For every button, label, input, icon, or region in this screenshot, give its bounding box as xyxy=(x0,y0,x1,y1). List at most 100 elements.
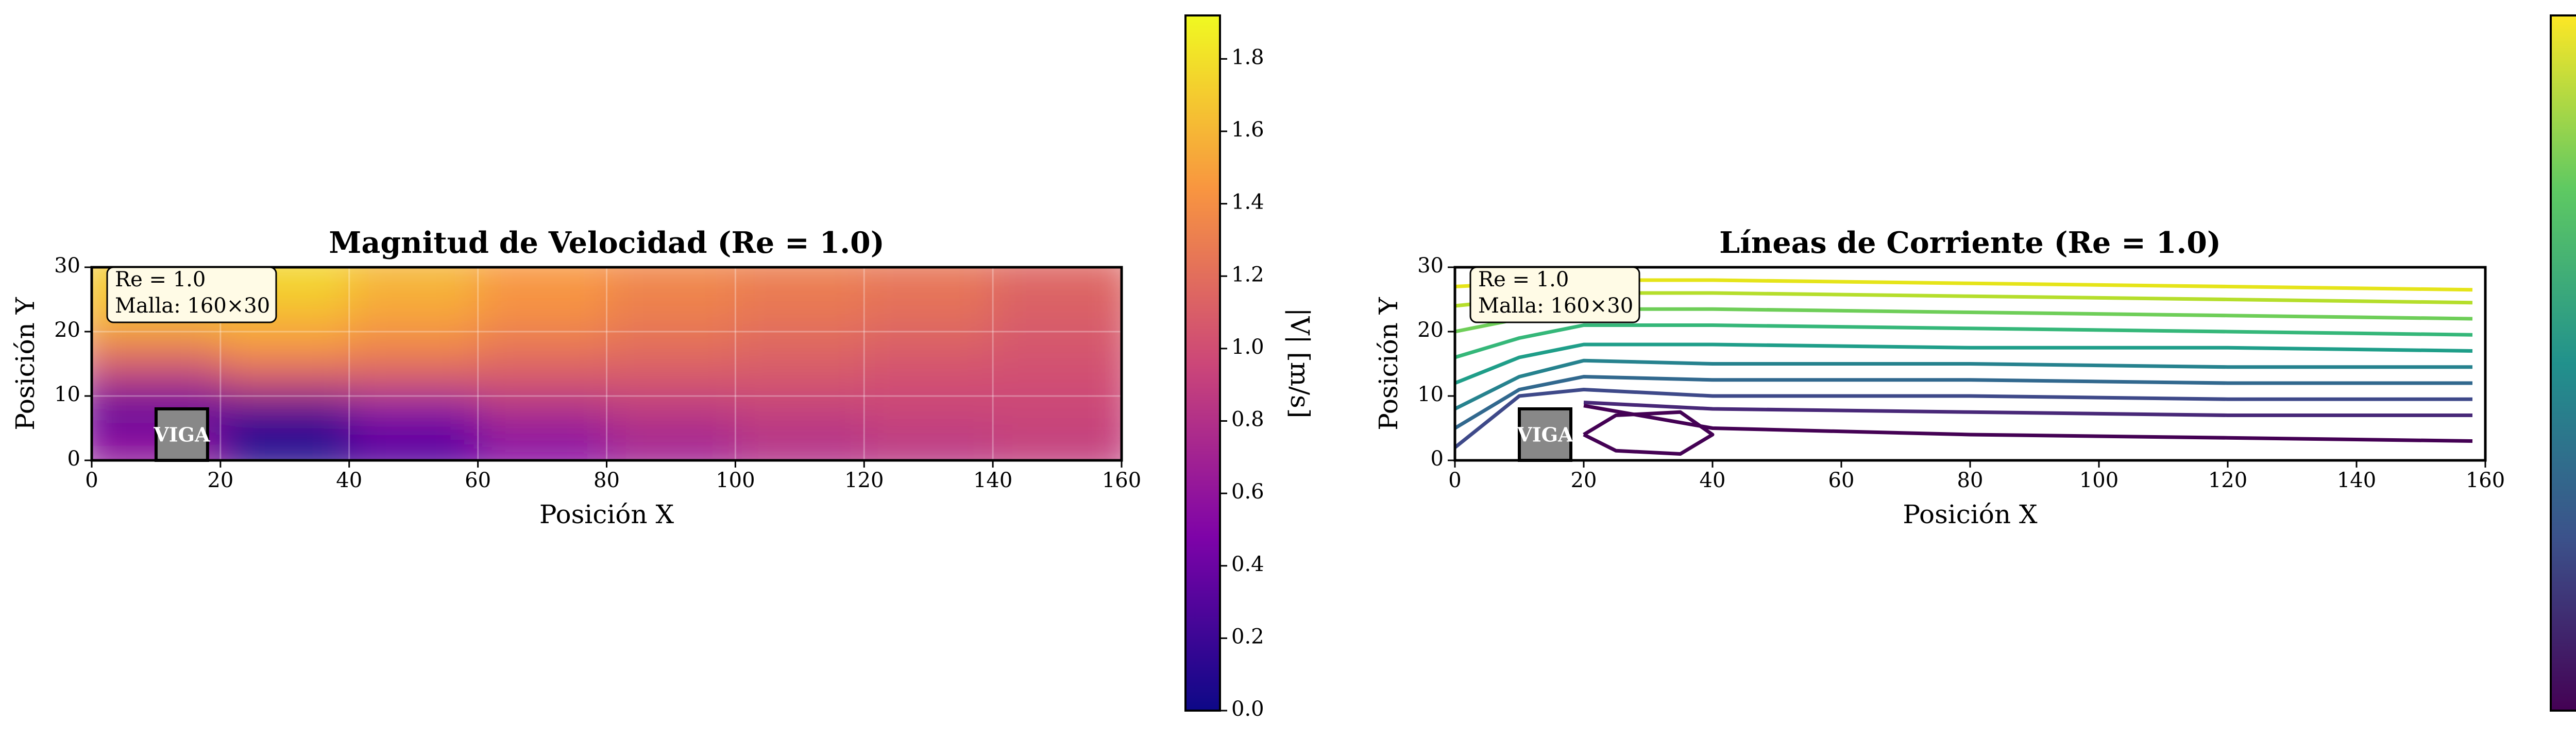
heatmap-cell xyxy=(478,267,607,300)
heatmap-cell xyxy=(606,267,736,300)
x-tick-label: 80 xyxy=(1957,469,1984,492)
heatmap-cell xyxy=(349,332,479,365)
heatmap-cell xyxy=(478,364,607,397)
streamline xyxy=(1454,342,2473,385)
x-tick-label: 100 xyxy=(2079,469,2119,492)
heatmap-cell xyxy=(993,428,1122,460)
x-tick-label: 20 xyxy=(1571,469,1597,492)
heatmap-cell xyxy=(349,364,479,397)
colorbar xyxy=(2550,14,2576,712)
heatmap-cell xyxy=(993,396,1122,429)
heatmap-cell xyxy=(606,396,736,429)
heatmap-cell xyxy=(993,364,1122,397)
streamline xyxy=(1583,401,2472,417)
x-tick-label: 0 xyxy=(1448,469,1461,492)
x-tick-label: 60 xyxy=(1828,469,1855,492)
heatmap-cell xyxy=(735,299,865,332)
heatmap-cell xyxy=(478,396,607,429)
y-tick-label: 20 xyxy=(54,318,80,342)
heatmap-cell xyxy=(349,428,479,460)
heatmap-cell xyxy=(864,332,994,365)
y-tick-label: 0 xyxy=(67,447,80,471)
heatmap-cell xyxy=(606,332,736,365)
heatmap-cell xyxy=(220,332,350,365)
x-tick-label: 20 xyxy=(207,469,233,492)
streamline xyxy=(1583,404,2473,443)
y-tick-label: 30 xyxy=(54,254,80,278)
heatmap-cell xyxy=(864,396,994,429)
annotation: Malla: 160×30 xyxy=(115,294,270,318)
x-tick-label: 120 xyxy=(2208,469,2247,492)
heatmap-cell xyxy=(92,364,221,397)
y-tick-label: 30 xyxy=(1417,254,1444,278)
colorbar xyxy=(1184,14,1221,712)
x-tick-label: 100 xyxy=(716,469,755,492)
y-tick-label: 20 xyxy=(1417,318,1444,342)
x-tick-label: 40 xyxy=(336,469,362,492)
heatmap-cell xyxy=(478,299,607,332)
streamline xyxy=(1454,323,2473,359)
y-axis-label: Posición Y xyxy=(10,297,40,430)
heatmap-cell xyxy=(606,299,736,332)
y-axis-label: Posición Y xyxy=(1374,297,1403,430)
colorbar-tick-label: 0.8 xyxy=(1231,408,1264,432)
heatmap-cell xyxy=(220,396,350,429)
heatmap-cell xyxy=(349,396,479,429)
heatmap-cell xyxy=(478,428,607,460)
heatmap-cell xyxy=(735,267,865,300)
streamline xyxy=(1453,388,2472,449)
chart-title: Magnitud de Velocidad (Re = 1.0) xyxy=(329,226,884,260)
heatmap-cell xyxy=(864,364,994,397)
heatmap-cell xyxy=(349,267,479,300)
x-tick-label: 160 xyxy=(1102,469,1141,492)
heatmap-cell xyxy=(220,428,350,460)
annotation: Malla: 160×30 xyxy=(1478,294,1633,318)
heatmap-cell xyxy=(993,267,1122,300)
x-tick-label: 120 xyxy=(844,469,884,492)
colorbar-tick-label: 1.2 xyxy=(1231,263,1264,286)
streamline xyxy=(1454,375,2472,430)
heatmap-cell xyxy=(349,299,479,332)
heatmap-cell xyxy=(220,364,350,397)
x-tick-label: 160 xyxy=(2466,469,2505,492)
annotation: Re = 1.0 xyxy=(115,268,206,291)
colorbar-tick-label: 0.0 xyxy=(1231,697,1264,721)
heatmap-cell xyxy=(735,428,865,460)
y-tick-label: 10 xyxy=(1417,383,1444,406)
heatmap-cell xyxy=(993,299,1122,332)
beam-label: VIGA xyxy=(1516,423,1573,446)
x-tick-label: 40 xyxy=(1700,469,1726,492)
y-tick-label: 0 xyxy=(1431,447,1444,471)
heatmap-cell xyxy=(606,428,736,460)
beam xyxy=(1518,407,1572,462)
colorbar-tick-label: 0.2 xyxy=(1231,625,1264,648)
colorbar-tick-label: 1.8 xyxy=(1231,45,1264,69)
x-tick-label: 140 xyxy=(973,469,1012,492)
x-tick-label: 80 xyxy=(594,469,620,492)
heatmap-cell xyxy=(735,364,865,397)
heatmap-cell xyxy=(735,332,865,365)
streamline xyxy=(1583,410,1715,456)
heatmap-cell xyxy=(864,428,994,460)
x-tick-label: 0 xyxy=(85,469,98,492)
heatmap-cell xyxy=(478,332,607,365)
colorbar-label: |V| [m/s] xyxy=(1285,308,1315,419)
beam xyxy=(154,407,209,462)
heatmap-cell xyxy=(92,332,221,365)
beam-label: VIGA xyxy=(153,423,210,446)
x-axis-label: Posición X xyxy=(539,499,674,529)
colorbar-tick-label: 1.4 xyxy=(1231,191,1264,214)
annotation-box xyxy=(1469,266,1640,323)
heatmap-cell xyxy=(735,396,865,429)
colorbar-tick-label: 0.4 xyxy=(1231,553,1264,576)
colorbar-tick-label: 1.6 xyxy=(1231,118,1264,142)
colorbar-tick-label: 0.6 xyxy=(1231,480,1264,504)
colorbar-tick-label: 1.0 xyxy=(1231,335,1264,359)
heatmap-cell xyxy=(993,332,1122,365)
annotation-box xyxy=(106,266,277,323)
x-tick-label: 140 xyxy=(2337,469,2376,492)
x-axis-label: Posición X xyxy=(1903,499,2038,529)
annotation: Re = 1.0 xyxy=(1478,268,1569,291)
heatmap-cell xyxy=(606,364,736,397)
